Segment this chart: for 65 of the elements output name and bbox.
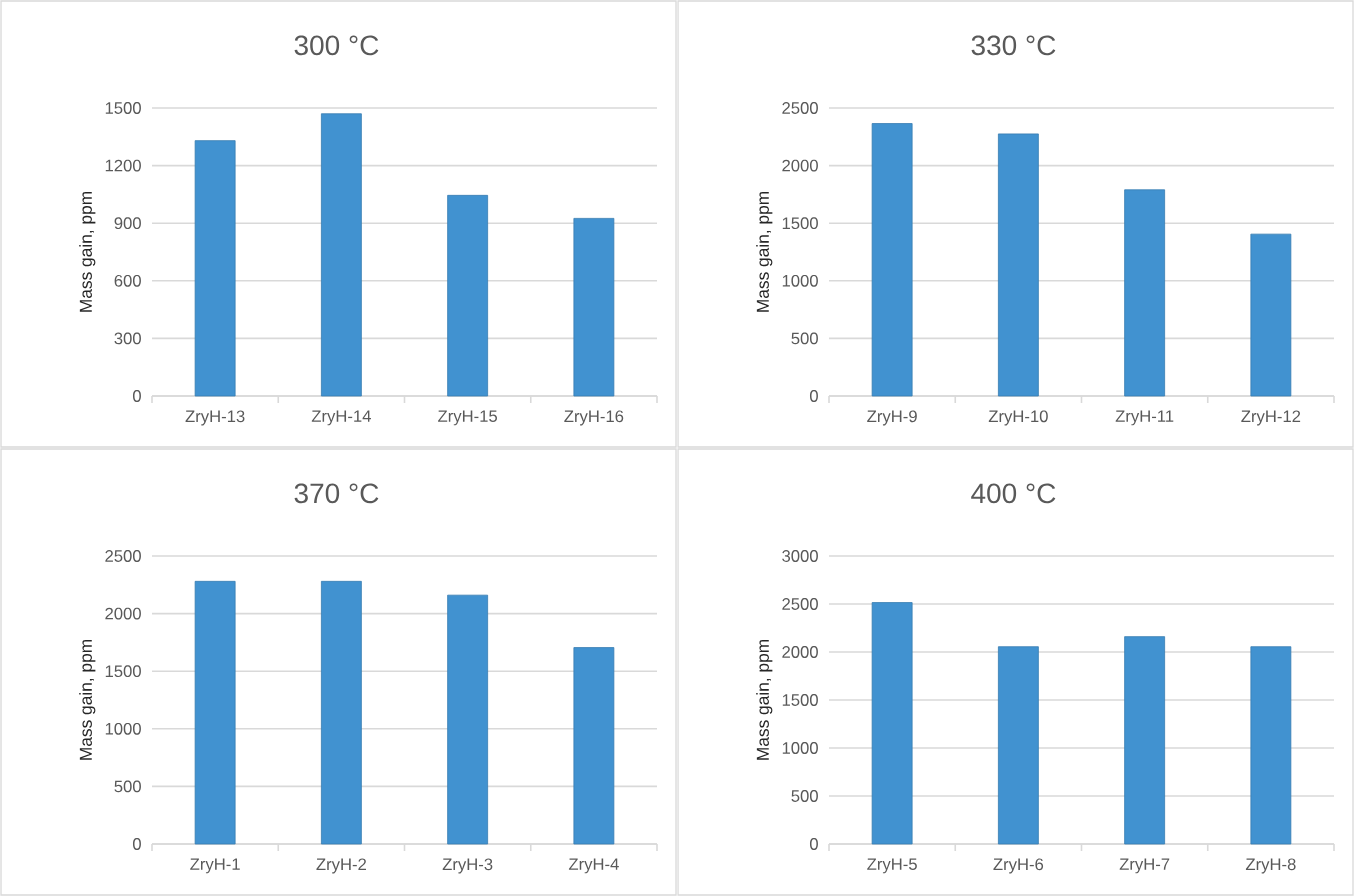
y-axis-title: Mass gain, ppm (79, 639, 96, 760)
y-tick-label: 600 (114, 274, 141, 287)
y-tick-label: 2000 (105, 607, 141, 620)
y-tick-label: 1200 (105, 159, 141, 172)
y-tick-label: 1500 (782, 694, 818, 706)
bar (194, 140, 236, 397)
y-tick-label: 1000 (105, 722, 141, 735)
y-tick-label: 1500 (782, 217, 818, 230)
y-tick-label: 1500 (105, 102, 141, 114)
bar (194, 580, 236, 845)
bar (447, 594, 489, 845)
bar (1124, 636, 1166, 845)
chart-title: 400 °C (971, 483, 1056, 504)
chart-title: 330 °C (971, 35, 1056, 56)
x-tick-label: ZryH-6 (993, 858, 1044, 874)
y-tick-label: 2500 (105, 550, 141, 562)
x-tick-label: ZryH-12 (1241, 410, 1301, 426)
bar (1250, 646, 1292, 845)
bar (871, 123, 913, 397)
y-tick-label: 0 (132, 390, 141, 402)
x-tick-label: ZryH-5 (867, 858, 917, 874)
x-tick-label: ZryH-9 (867, 410, 917, 426)
y-tick-label: 2000 (782, 159, 818, 172)
bar (871, 602, 913, 845)
y-tick-label: 300 (114, 332, 141, 345)
x-tick-label: ZryH-15 (438, 410, 498, 426)
x-tick-label: ZryH-16 (564, 410, 624, 426)
bar (997, 646, 1039, 845)
y-tick-label: 2500 (782, 598, 818, 610)
x-tick-label: ZryH-2 (316, 858, 366, 874)
bar (997, 133, 1039, 397)
y-tick-label: 1000 (782, 274, 818, 287)
y-axis-title: Mass gain, ppm (756, 639, 773, 760)
y-tick-label: 0 (809, 390, 818, 402)
bar (320, 580, 362, 845)
x-tick-label: ZryH-10 (988, 410, 1048, 426)
y-tick-label: 500 (114, 780, 141, 793)
bar (320, 113, 362, 397)
y-tick-label: 1000 (782, 742, 818, 754)
x-tick-label: ZryH-13 (185, 410, 245, 426)
x-tick-label: ZryH-8 (1245, 858, 1296, 874)
x-tick-label: ZryH-14 (311, 410, 371, 426)
bar (1250, 233, 1292, 397)
y-tick-label: 500 (791, 790, 818, 802)
y-axis-title: Mass gain, ppm (79, 191, 96, 312)
x-tick-label: ZryH-1 (190, 858, 240, 874)
x-tick-label: ZryH-11 (1115, 410, 1174, 426)
y-tick-label: 2000 (782, 646, 818, 658)
y-tick-label: 3000 (782, 550, 818, 562)
bar (573, 217, 615, 397)
y-tick-label: 0 (809, 838, 818, 850)
y-tick-label: 900 (114, 217, 141, 230)
y-tick-label: 1500 (105, 665, 141, 678)
x-tick-label: ZryH-3 (442, 858, 493, 874)
bar (447, 194, 489, 397)
y-tick-label: 0 (132, 838, 141, 850)
bar (1124, 189, 1166, 397)
chart-title: 300 °C (294, 35, 379, 56)
y-axis-title: Mass gain, ppm (756, 191, 773, 312)
bar (573, 647, 615, 845)
x-tick-label: ZryH-7 (1119, 858, 1170, 874)
chart-title: 370 °C (294, 483, 379, 504)
x-tick-label: ZryH-4 (568, 858, 619, 874)
y-tick-label: 500 (791, 332, 818, 345)
y-tick-label: 2500 (782, 102, 818, 114)
